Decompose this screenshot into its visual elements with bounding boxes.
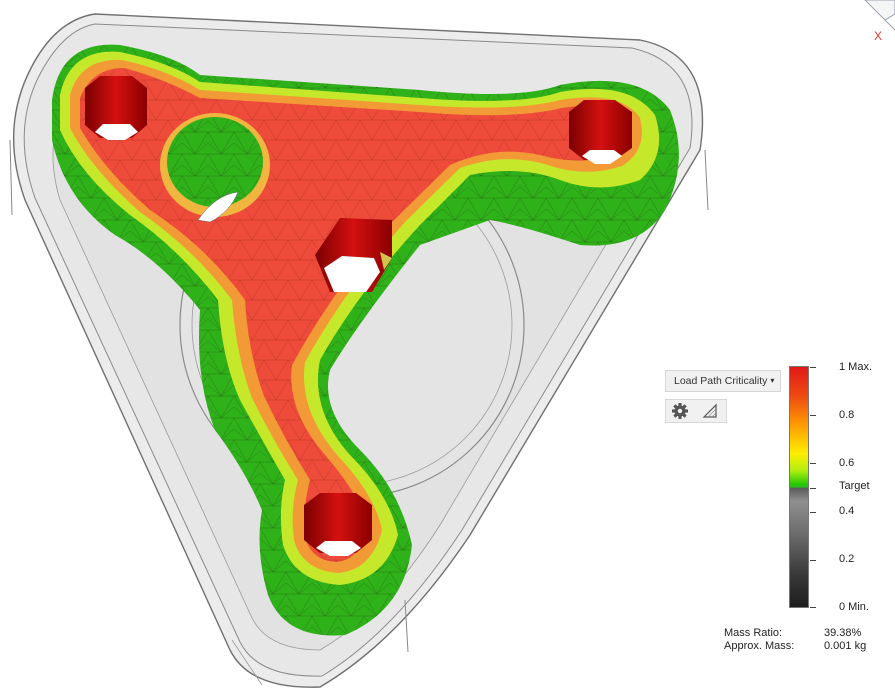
legend-color-bar xyxy=(789,366,809,608)
legend-tick xyxy=(810,488,816,489)
result-type-label: Load Path Criticality xyxy=(674,375,768,387)
bolt-hole-top-left xyxy=(85,76,147,140)
legend-toolbar xyxy=(665,399,727,423)
legend-label-0-6: 0.6 xyxy=(839,457,855,469)
legend-label-0-8: 0.8 xyxy=(839,409,855,421)
legend-tick xyxy=(810,415,816,416)
legend-label-0-2: 0.2 xyxy=(839,553,855,565)
bolt-hole-top-right xyxy=(569,100,632,164)
settings-gear-icon[interactable] xyxy=(668,402,692,420)
legend-label-min: 0 Min. xyxy=(839,601,869,613)
legend-tick xyxy=(810,463,816,464)
approx-mass-label: Approx. Mass: xyxy=(724,640,795,652)
legend-tick xyxy=(810,607,816,608)
chevron-down-icon: ▾ xyxy=(770,376,775,385)
viewcube[interactable]: X xyxy=(845,0,895,45)
mass-ratio-value: 39.38% xyxy=(824,627,862,639)
legend-tick xyxy=(810,560,816,561)
legend-label-max: 1 Max. xyxy=(839,361,873,373)
legend-toggle-icon[interactable] xyxy=(698,402,722,420)
optimized-part[interactable] xyxy=(52,44,679,636)
legend-tick xyxy=(810,512,816,513)
bolt-hole-center xyxy=(315,218,392,292)
legend-label-0-4: 0.4 xyxy=(839,505,855,517)
bolt-hole-bottom xyxy=(304,493,372,556)
legend-tick xyxy=(810,367,816,368)
viewcube-axis-x-label: X xyxy=(874,29,882,43)
approx-mass-value: 0.001 kg xyxy=(824,640,867,652)
mass-ratio-label: Mass Ratio: xyxy=(724,627,783,639)
result-type-dropdown[interactable]: Load Path Criticality ▾ xyxy=(665,370,781,392)
legend-label-target: Target xyxy=(839,480,870,492)
